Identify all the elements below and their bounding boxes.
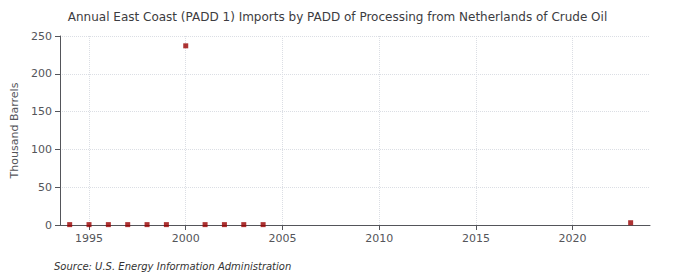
svg-text:100: 100: [31, 143, 52, 156]
svg-text:Annual East Coast (PADD 1) Imp: Annual East Coast (PADD 1) Imports by PA…: [68, 10, 607, 24]
svg-text:2020: 2020: [559, 232, 587, 245]
svg-text:2010: 2010: [365, 232, 393, 245]
svg-text:200: 200: [31, 67, 52, 80]
svg-text:Thousand Barrels: Thousand Barrels: [8, 82, 21, 179]
svg-text:Source: U.S. Energy Informatio: Source: U.S. Energy Information Administ…: [54, 261, 291, 272]
svg-text:2015: 2015: [462, 232, 490, 245]
svg-text:250: 250: [31, 30, 52, 43]
svg-text:0: 0: [45, 219, 52, 232]
svg-text:2000: 2000: [172, 232, 200, 245]
svg-text:2005: 2005: [268, 232, 296, 245]
svg-text:50: 50: [38, 181, 52, 194]
svg-text:1995: 1995: [75, 232, 103, 245]
svg-text:150: 150: [31, 105, 52, 118]
